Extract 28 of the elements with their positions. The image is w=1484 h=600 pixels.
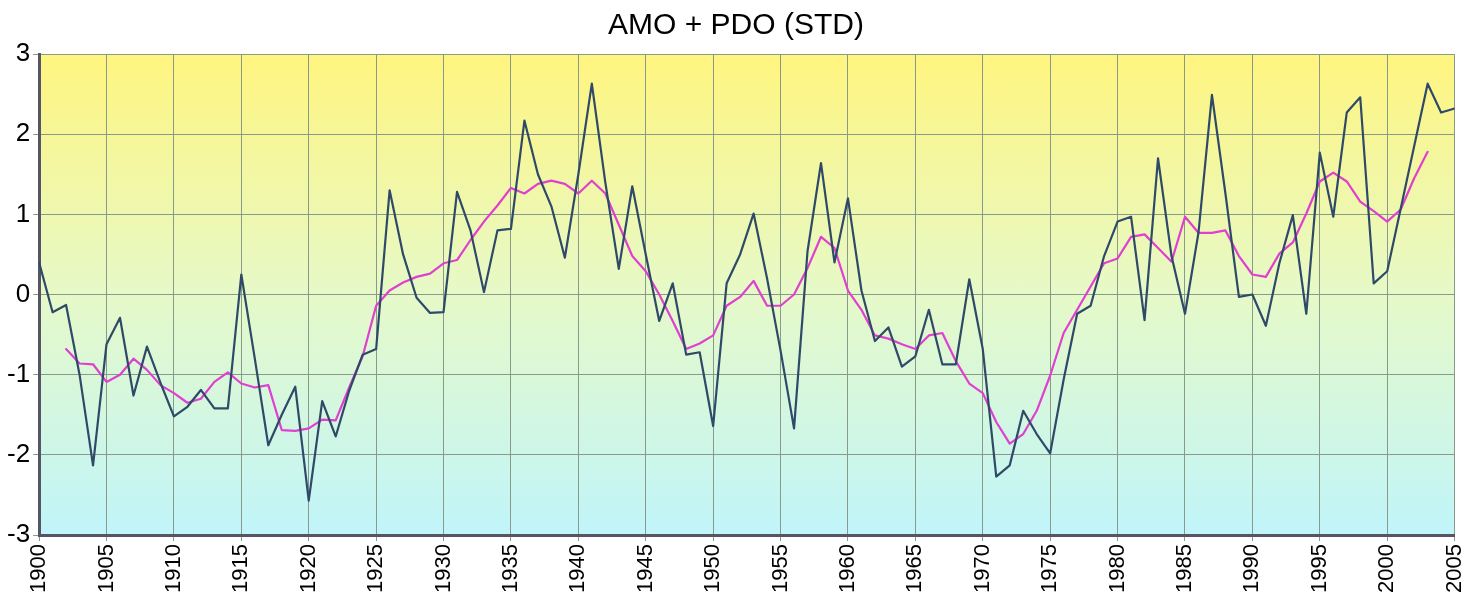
x-tick-label: 1960 — [834, 544, 860, 594]
x-tick-label: 1955 — [766, 544, 792, 594]
x-tick-label: 1980 — [1103, 544, 1129, 594]
y-tick-label: 2 — [15, 117, 31, 148]
x-tick-label: 1970 — [968, 544, 994, 594]
x-tick-label: 1940 — [564, 544, 590, 594]
x-tick-label: 1965 — [901, 544, 927, 594]
x-tick-label: 1930 — [429, 544, 455, 594]
y-tick-label: -2 — [6, 438, 31, 469]
x-tick-label: 1910 — [159, 544, 185, 594]
x-tick-label: 1925 — [362, 544, 388, 594]
y-tick-label: -1 — [6, 357, 31, 388]
x-tick-label: 1915 — [227, 544, 253, 594]
x-tick-label: 1945 — [631, 544, 657, 594]
x-tick-label: 2000 — [1373, 544, 1399, 594]
x-tick-label: 1935 — [497, 544, 523, 594]
x-tick-label: 1950 — [699, 544, 725, 594]
x-tick-label: 1975 — [1036, 544, 1062, 594]
x-tick-label: 2005 — [1440, 544, 1466, 594]
x-tick-label: 1985 — [1171, 544, 1197, 594]
y-tick-label: 1 — [15, 197, 31, 228]
x-tick-label: 1995 — [1305, 544, 1331, 594]
chart-title: AMO + PDO (STD) — [608, 7, 864, 41]
x-tick-label: 1990 — [1238, 544, 1264, 594]
y-tick-label: 3 — [15, 37, 31, 68]
x-tick-label: 1920 — [294, 544, 320, 594]
x-tick-label: 1905 — [92, 544, 118, 594]
y-tick-label: 0 — [15, 277, 31, 308]
